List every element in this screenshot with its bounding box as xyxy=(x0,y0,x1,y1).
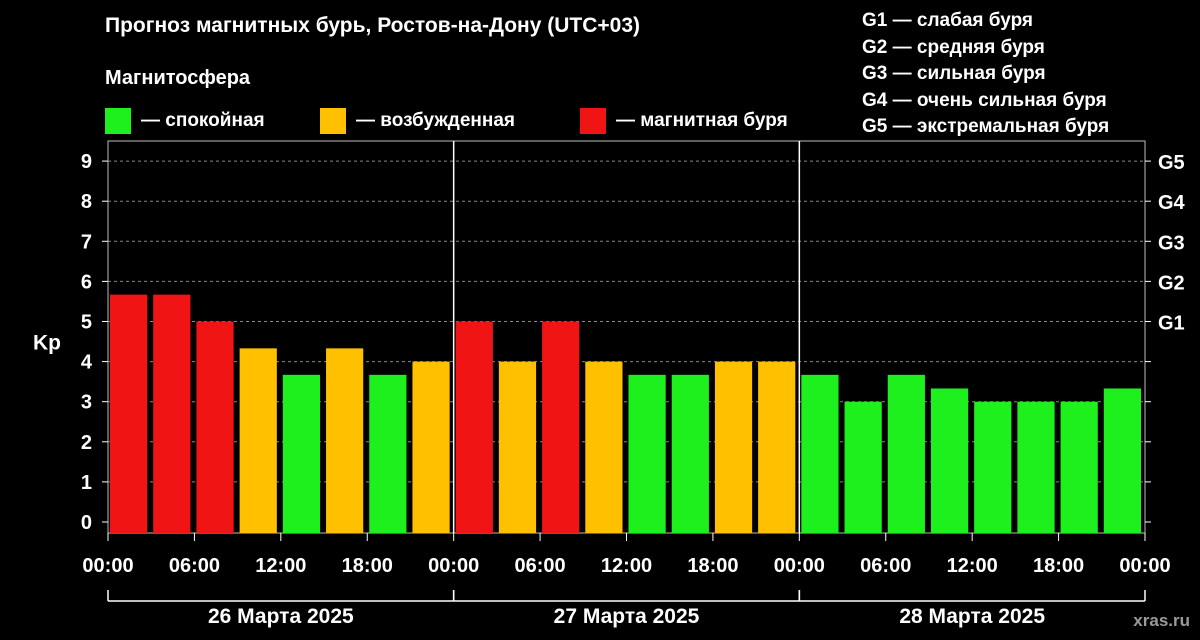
g-legend-g2: G2 — средняя буря xyxy=(862,36,1045,58)
legend-item-storm: — магнитная буря xyxy=(580,108,788,134)
kp-bar xyxy=(498,361,537,533)
kp-bar xyxy=(326,348,364,533)
kp-bar xyxy=(110,294,148,533)
legend-swatch-storm xyxy=(580,108,606,134)
kp-bar xyxy=(542,321,580,533)
kp-bar xyxy=(239,348,277,533)
kp-bar xyxy=(974,401,1012,533)
g-tick-label: G3 xyxy=(1158,232,1185,254)
g-scale-legend: G1 — слабая буря G2 — средняя буря G3 — … xyxy=(862,8,1109,141)
x-tick-label: 06:00 xyxy=(169,555,220,577)
legend-swatch-quiet xyxy=(105,108,131,134)
x-tick-label: 12:00 xyxy=(947,555,998,577)
g-tick-label: G5 xyxy=(1158,152,1185,174)
y-tick-label: 4 xyxy=(81,352,93,374)
g-legend-g1: G1 — слабая буря xyxy=(862,10,1034,31)
x-tick-label: 12:00 xyxy=(601,555,652,577)
kp-bar xyxy=(801,374,839,533)
x-tick-label: 00:00 xyxy=(82,555,133,577)
kp-bar xyxy=(844,401,882,533)
x-tick-label: 00:00 xyxy=(774,555,825,577)
kp-bar xyxy=(412,361,450,533)
y-tick-label: 9 xyxy=(81,151,92,173)
kp-bar xyxy=(1017,401,1055,533)
kp-bar xyxy=(196,321,234,533)
y-tick-label: 1 xyxy=(81,472,92,494)
g-tick-label: G4 xyxy=(1158,192,1186,214)
y-tick-label: 6 xyxy=(81,271,92,293)
y-tick-label: 5 xyxy=(81,312,92,334)
legend-label-quiet: — спокойная xyxy=(141,110,265,131)
kp-bar xyxy=(153,294,191,533)
kp-bar xyxy=(585,361,623,533)
x-tick-label: 06:00 xyxy=(860,555,911,577)
legend-item-active: — возбужденная xyxy=(320,108,515,134)
kp-bar xyxy=(671,374,709,533)
x-tick-label: 12:00 xyxy=(255,555,306,577)
kp-bar xyxy=(282,374,321,533)
watermark: xras.ru xyxy=(1133,611,1190,630)
y-axis-label: Kp xyxy=(33,332,61,355)
x-tick-label: 00:00 xyxy=(428,555,479,577)
day-label: 27 Марта 2025 xyxy=(554,605,700,628)
x-tick-label: 18:00 xyxy=(342,555,393,577)
kp-bar xyxy=(455,321,493,533)
kp-bar xyxy=(369,374,407,533)
g-tick-label: G1 xyxy=(1158,313,1185,335)
x-tick-label: 00:00 xyxy=(1119,555,1170,577)
g-legend-g3: G3 — сильная буря xyxy=(862,63,1046,84)
y-tick-label: 7 xyxy=(81,231,92,253)
kp-bar xyxy=(1060,401,1098,533)
legend-swatch-active xyxy=(320,108,346,134)
day-label: 28 Марта 2025 xyxy=(899,605,1045,628)
kp-bar xyxy=(1103,388,1141,533)
legend-label-active: — возбужденная xyxy=(356,110,516,131)
g-legend-g4: G4 — очень сильная буря xyxy=(862,89,1107,111)
legend-label-storm: — магнитная буря xyxy=(616,110,788,131)
kp-bar xyxy=(714,361,753,533)
g-tick-label: G2 xyxy=(1158,272,1185,294)
y-tick-label: 0 xyxy=(81,512,92,534)
x-tick-label: 18:00 xyxy=(687,555,738,577)
x-tick-label: 06:00 xyxy=(515,555,566,577)
y-tick-label: 2 xyxy=(81,432,92,454)
chart-title: Прогноз магнитных бурь, Ростов-на-Дону (… xyxy=(105,14,641,37)
y-tick-label: 3 xyxy=(81,392,92,414)
legend-item-quiet: — спокойная xyxy=(105,108,265,134)
kp-bar xyxy=(930,388,969,533)
kp-bar xyxy=(758,361,796,533)
kp-bar xyxy=(628,374,666,533)
g-legend-g5: G5 — экстремальная буря xyxy=(862,116,1110,137)
y-tick-label: 8 xyxy=(81,191,92,213)
kp-bar xyxy=(887,374,925,533)
x-tick-label: 18:00 xyxy=(1033,555,1084,577)
day-label: 26 Марта 2025 xyxy=(208,605,354,628)
legend-heading: Магнитосфера xyxy=(105,67,251,89)
